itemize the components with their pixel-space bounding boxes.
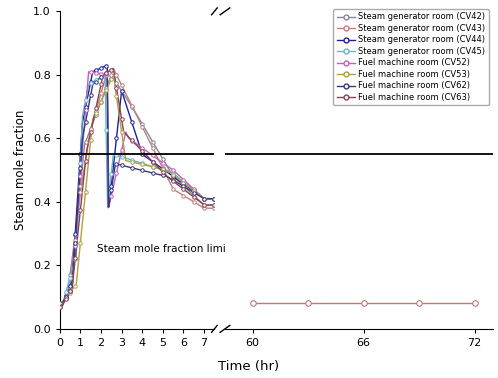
Text: Time (hr): Time (hr) [219,361,279,373]
Legend: Steam generator room (CV42), Steam generator room (CV43), Steam generator room (: Steam generator room (CV42), Steam gener… [333,9,489,105]
Y-axis label: Steam mole fraction: Steam mole fraction [14,110,27,230]
Text: Steam mole fraction limit for ignition: 0.55: Steam mole fraction limit for ignition: … [97,245,320,254]
